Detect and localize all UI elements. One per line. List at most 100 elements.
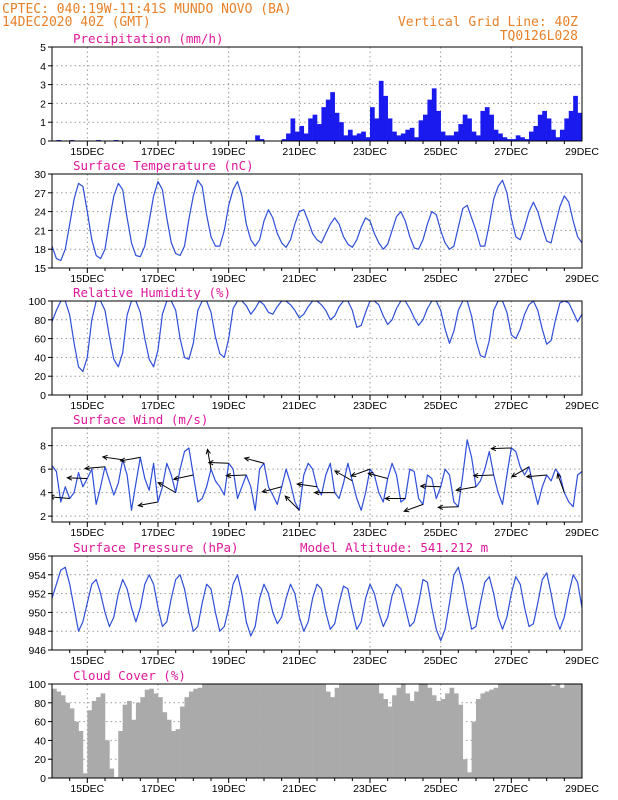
x-tick-label: 19DEC [212, 783, 246, 795]
precip-bar [613, 139, 618, 141]
cloud-bar [272, 684, 278, 778]
wind-arrow-head [261, 488, 268, 494]
cloud-bar [352, 684, 358, 778]
precip-bar [400, 133, 406, 141]
precip-bar [595, 139, 600, 141]
x-tick-label: 29DEC [565, 400, 599, 412]
wind-arrow-head [296, 481, 303, 488]
precip-bar [352, 135, 358, 141]
cloud-bar [290, 684, 296, 778]
precip-bar [286, 133, 291, 141]
x-tick-label: 21DEC [282, 146, 316, 158]
rh-line [52, 301, 582, 373]
x-tick-label: 27DEC [494, 400, 528, 412]
x-tick-label: 25DEC [424, 273, 458, 285]
cloud-bar [529, 684, 534, 778]
precip-bar [361, 131, 366, 141]
precip-bar [542, 110, 547, 141]
precip-bar [609, 137, 614, 141]
cloud-bar [330, 697, 335, 778]
precip-bar [453, 131, 459, 141]
cloud-bar [96, 697, 101, 778]
cloud-bar [303, 684, 309, 778]
cloud-bar [537, 684, 543, 778]
wind-arrow-head [419, 483, 426, 489]
precip-bar [418, 120, 424, 141]
wind-arrow-shaft [351, 468, 371, 477]
cloud-bar [91, 700, 97, 778]
x-tick-label: 27DEC [494, 527, 528, 539]
cloud-bar [427, 687, 433, 778]
cloud-bar [281, 684, 287, 778]
x-tick-label: 23DEC [353, 527, 387, 539]
cloud-bar [228, 684, 234, 778]
y-tick-label: 3 [40, 80, 46, 92]
precip-bar [440, 131, 446, 141]
y-tick-label: 956 [28, 551, 46, 563]
x-tick-label: 17DEC [141, 655, 175, 667]
cloud-bar [219, 684, 225, 778]
model-label: TQ0126L028 [500, 29, 578, 44]
cloud-bar [365, 684, 371, 778]
x-tick-label: 21DEC [282, 527, 316, 539]
x-tick-label: 21DEC [282, 783, 316, 795]
cloud-bar [400, 684, 406, 778]
precip-bar [591, 139, 596, 141]
precip-bar [600, 139, 605, 141]
cloud-bar [559, 687, 565, 778]
wind-arrow-head [472, 472, 479, 479]
precip-bar [343, 135, 349, 141]
precip-bar [423, 114, 428, 141]
cloud-bar [317, 684, 322, 778]
y-tick-label: 6 [40, 464, 46, 476]
precip-bar [449, 135, 455, 141]
y-tick-label: 40 [34, 735, 46, 747]
cloud-bar [361, 684, 366, 778]
cloud-bar [392, 695, 397, 778]
cloud-bar [520, 684, 525, 778]
wind-arrow-head [137, 502, 144, 508]
grid-line-label: Vertical Grid Line: 40Z [398, 15, 578, 30]
precip-bar [339, 122, 344, 141]
precip-bar [489, 114, 494, 141]
cloud-bar [405, 693, 411, 778]
cloud-bar [105, 740, 110, 778]
cloud-bar [524, 684, 530, 778]
rh-panel: 0 20 40 60 80 100 15DEC 17DEC 19DEC 21DEC 23DEC 25D… [28, 285, 599, 412]
cloud-bar [312, 684, 318, 778]
precip-bar [290, 118, 296, 141]
cloud-bar [60, 695, 66, 778]
x-tick-label: 23DEC [353, 783, 387, 795]
x-tick-label: 29DEC [565, 273, 599, 285]
wind-arrow-head [525, 473, 532, 479]
wind-arrow-shaft [284, 495, 300, 511]
cloud-bar [502, 684, 508, 778]
wind-arrow-shaft [207, 449, 212, 470]
cloud-bar [149, 688, 154, 778]
x-tick-label: 15DEC [70, 655, 104, 667]
precip-bar [555, 137, 561, 141]
x-tick-label: 21DEC [282, 273, 316, 285]
cloud-bar [321, 684, 327, 778]
rh-frame [51, 300, 583, 396]
cloud-bar [144, 689, 150, 778]
precip-bar [378, 80, 384, 141]
wind-arrow-shaft [526, 474, 547, 478]
precip-bar [383, 95, 388, 141]
cloud-bar [211, 684, 216, 778]
cloud-bar [484, 691, 490, 778]
cloud-bar [131, 719, 137, 778]
cloud-bar [431, 695, 437, 778]
cloud-bar [582, 684, 587, 778]
y-tick-label: 952 [28, 589, 46, 601]
precip-bar [506, 139, 512, 141]
wind-title: Surface Wind (m/s) [73, 412, 208, 427]
cloud-bar [374, 684, 380, 778]
cloud-bar [206, 684, 212, 778]
precip-bar [604, 132, 609, 141]
cloud-bar [69, 708, 75, 778]
wind-data [52, 439, 582, 513]
cloud-bar [471, 721, 477, 778]
wind-arrow-shaft [138, 501, 159, 506]
wind-arrow-head [350, 472, 357, 477]
